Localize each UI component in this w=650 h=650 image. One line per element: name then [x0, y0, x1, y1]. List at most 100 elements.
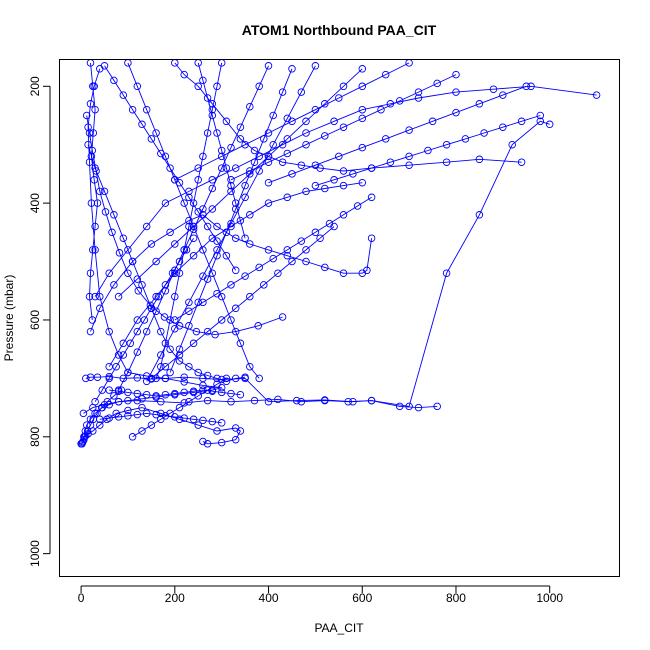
data-point	[203, 327, 212, 336]
data-point	[84, 140, 92, 149]
data-point	[353, 202, 362, 210]
series-line	[83, 398, 438, 414]
data-point	[241, 140, 249, 149]
data-point	[297, 161, 306, 169]
data-point	[321, 184, 329, 193]
data-point	[250, 158, 259, 166]
data-point	[166, 345, 174, 353]
data-point	[231, 435, 240, 444]
y-tick-label: 1000	[28, 540, 42, 567]
data-point	[85, 129, 94, 137]
data-point	[105, 269, 113, 277]
data-point	[115, 249, 124, 257]
data-point	[264, 62, 273, 70]
data-point	[96, 292, 104, 301]
data-point	[124, 246, 132, 254]
data-point	[231, 266, 240, 275]
data-point	[171, 389, 179, 398]
data-point	[381, 135, 390, 143]
data-point	[536, 117, 545, 126]
data-point	[128, 257, 137, 266]
data-point	[82, 374, 90, 383]
data-point	[189, 387, 198, 395]
data-point	[91, 292, 99, 301]
y-tick-label: 800	[28, 426, 42, 446]
data-point	[105, 414, 113, 422]
data-point	[288, 117, 296, 126]
data-point	[246, 211, 254, 219]
data-point	[185, 307, 193, 315]
data-point	[381, 70, 390, 79]
data-point	[358, 65, 367, 73]
data-point	[264, 178, 273, 187]
data-point	[311, 62, 320, 70]
data-point	[157, 415, 165, 424]
data-point	[231, 234, 240, 242]
series-2	[82, 117, 554, 411]
data-point	[166, 228, 174, 237]
data-point	[166, 368, 174, 377]
data-point	[80, 435, 88, 444]
data-point	[166, 316, 174, 324]
data-point	[227, 281, 235, 289]
data-point	[442, 140, 451, 149]
data-point	[133, 275, 142, 283]
data-point	[185, 193, 193, 202]
data-point	[241, 234, 249, 242]
data-point	[185, 362, 193, 371]
data-point	[86, 327, 95, 336]
data-point	[489, 85, 498, 93]
data-point	[297, 88, 306, 96]
data-point	[255, 152, 263, 161]
data-point	[367, 164, 376, 172]
data-point	[330, 117, 338, 126]
series-line	[87, 144, 246, 382]
data-point	[231, 327, 240, 336]
data-point	[208, 111, 217, 120]
data-point	[203, 275, 212, 283]
data-point	[217, 146, 226, 155]
data-point	[545, 120, 554, 129]
data-point	[142, 222, 151, 231]
data-point	[161, 390, 170, 399]
data-point	[222, 228, 231, 237]
x-axis: 0 200 400 600 800 1000	[78, 585, 563, 605]
data-point	[452, 70, 460, 79]
data-point	[367, 234, 376, 242]
data-point	[140, 316, 149, 324]
data-point	[199, 298, 207, 307]
data-point	[101, 208, 110, 216]
x-tick-label: 600	[352, 591, 372, 605]
data-point	[175, 257, 184, 266]
data-point	[180, 414, 188, 422]
data-point	[255, 263, 263, 272]
data-point	[424, 146, 432, 155]
data-point	[180, 70, 188, 79]
data-point	[302, 140, 310, 149]
data-point	[171, 316, 179, 324]
series-10	[82, 111, 287, 339]
series-line	[94, 237, 194, 402]
data-point	[442, 269, 451, 277]
series-4	[91, 82, 601, 301]
data-point	[274, 269, 282, 277]
data-point	[302, 187, 310, 196]
data-point	[297, 397, 306, 406]
data-point	[171, 292, 179, 301]
data-point	[161, 199, 170, 207]
data-point	[433, 402, 441, 411]
data-point	[83, 427, 92, 435]
data-point	[264, 158, 273, 166]
data-point	[236, 135, 245, 143]
data-point	[213, 222, 221, 231]
data-point	[147, 240, 156, 248]
data-point	[208, 184, 217, 193]
data-point	[105, 386, 113, 394]
data-point	[339, 123, 348, 131]
series-30	[166, 65, 296, 377]
series-line	[118, 65, 269, 391]
data-point	[199, 76, 207, 85]
data-point	[182, 246, 191, 254]
data-point	[278, 140, 287, 149]
series-26	[311, 111, 545, 190]
